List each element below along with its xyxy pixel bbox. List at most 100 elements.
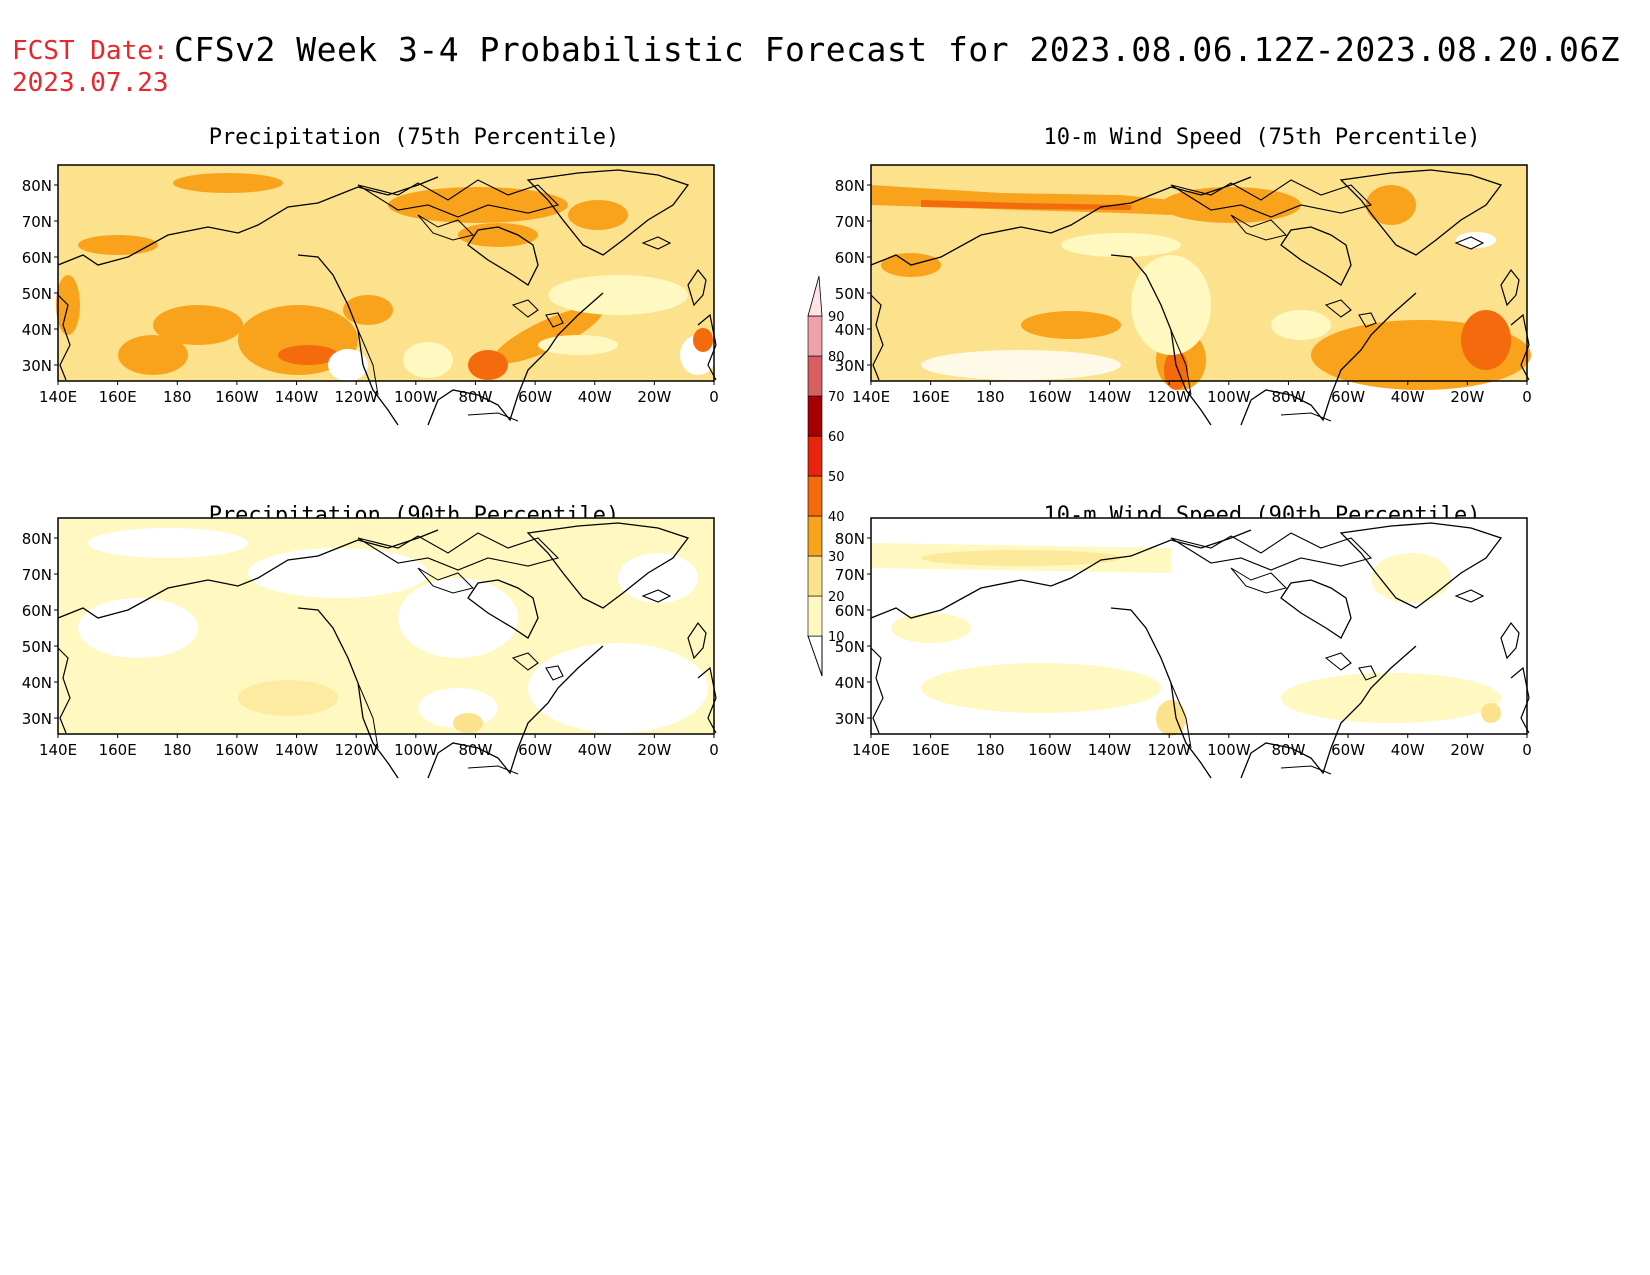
lon-tick-label: 140E <box>852 388 890 406</box>
lat-tick-label: 40N <box>835 321 865 339</box>
colorbar-label: 60 <box>828 430 845 445</box>
lon-tick-label: 140E <box>852 741 890 759</box>
colorbar-label: 70 <box>828 390 845 405</box>
lon-tick-label: 160E <box>912 388 950 406</box>
lat-tick-label: 70N <box>835 213 865 231</box>
lon-tick-label: 80W <box>458 388 492 406</box>
lon-tick-label: 160E <box>99 388 137 406</box>
panel-title-wind-75: 10-m Wind Speed (75th Percentile) <box>1043 125 1481 150</box>
panel-title-precip-75: Precipitation (75th Percentile) <box>208 125 620 150</box>
lat-tick-label: 80N <box>22 530 52 548</box>
lon-tick-label: 80W <box>1271 741 1305 759</box>
lon-tick-label: 180 <box>163 741 192 759</box>
lat-tick-label: 80N <box>835 177 865 195</box>
lat-tick-label: 40N <box>835 674 865 692</box>
lon-tick-label: 40W <box>1391 388 1425 406</box>
lon-tick-label: 40W <box>578 388 612 406</box>
lon-tick-label: 60W <box>1331 388 1365 406</box>
lat-tick-label: 60N <box>22 249 52 267</box>
lon-tick-label: 20W <box>1450 388 1484 406</box>
lon-tick-label: 140W <box>275 741 319 759</box>
lat-tick-label: 60N <box>22 602 52 620</box>
lat-tick-label: 80N <box>22 177 52 195</box>
lon-tick-label: 100W <box>394 741 438 759</box>
lon-tick-label: 140W <box>275 388 319 406</box>
lon-tick-label: 140W <box>1088 388 1132 406</box>
lon-tick-label: 120W <box>334 388 378 406</box>
lon-tick-label: 160E <box>99 741 137 759</box>
colorbar-label: 80 <box>828 350 845 365</box>
lat-tick-label: 70N <box>22 213 52 231</box>
lat-tick-label: 60N <box>835 249 865 267</box>
lon-tick-label: 120W <box>1147 388 1191 406</box>
lon-tick-label: 20W <box>637 388 671 406</box>
main-title: CFSv2 Week 3-4 Probabilistic Forecast fo… <box>174 30 1621 69</box>
lat-tick-label: 50N <box>835 638 865 656</box>
lat-tick-label: 30N <box>835 710 865 728</box>
colorbar-label: 10 <box>828 630 845 645</box>
lon-tick-label: 160W <box>1028 741 1072 759</box>
colorbar-segment <box>807 395 823 437</box>
lon-tick-label: 40W <box>1391 741 1425 759</box>
map-wind-75 <box>870 164 1531 426</box>
lat-tick-label: 30N <box>22 357 52 375</box>
colorbar-label: 20 <box>828 590 845 605</box>
lon-tick-label: 0 <box>709 388 719 406</box>
lon-tick-label: 160W <box>215 388 259 406</box>
lon-tick-label: 100W <box>1207 388 1251 406</box>
colorbar-segment <box>807 315 823 357</box>
lon-tick-label: 60W <box>1331 741 1365 759</box>
colorbar-label: 90 <box>828 310 845 325</box>
lon-tick-label: 140W <box>1088 741 1132 759</box>
map-precip-75 <box>56 164 717 426</box>
lon-tick-label: 100W <box>1207 741 1251 759</box>
lat-tick-label: 50N <box>835 285 865 303</box>
lon-tick-label: 100W <box>394 388 438 406</box>
lon-tick-label: 180 <box>976 741 1005 759</box>
colorbar-segment <box>807 475 823 517</box>
colorbar-low-triangle <box>807 635 823 677</box>
map-precip-90 <box>57 517 717 779</box>
lon-tick-label: 140E <box>39 741 77 759</box>
lon-tick-label: 0 <box>1522 388 1532 406</box>
lon-tick-label: 20W <box>637 741 671 759</box>
colorbar-label: 30 <box>828 550 845 565</box>
lat-tick-label: 70N <box>835 566 865 584</box>
lon-tick-label: 180 <box>163 388 192 406</box>
lon-tick-label: 60W <box>518 741 552 759</box>
lon-tick-label: 180 <box>976 388 1005 406</box>
lat-tick-label: 30N <box>835 357 865 375</box>
lon-tick-label: 0 <box>709 741 719 759</box>
lat-tick-label: 60N <box>835 602 865 620</box>
lat-tick-label: 50N <box>22 285 52 303</box>
lat-tick-label: 40N <box>22 674 52 692</box>
map-wind-90 <box>870 517 1530 779</box>
lat-tick-label: 80N <box>835 530 865 548</box>
colorbar-segment <box>807 515 823 557</box>
lat-tick-label: 70N <box>22 566 52 584</box>
lon-tick-label: 120W <box>334 741 378 759</box>
lon-tick-label: 80W <box>1271 388 1305 406</box>
lon-tick-label: 60W <box>518 388 552 406</box>
lon-tick-label: 20W <box>1450 741 1484 759</box>
colorbar: 10 20 30 40 50 60 70 80 90 <box>807 275 845 677</box>
lon-tick-label: 140E <box>39 388 77 406</box>
lon-tick-label: 160W <box>1028 388 1072 406</box>
lon-tick-label: 120W <box>1147 741 1191 759</box>
colorbar-segment <box>807 595 823 637</box>
lon-tick-label: 0 <box>1522 741 1532 759</box>
lat-tick-label: 50N <box>22 638 52 656</box>
lat-tick-label: 30N <box>22 710 52 728</box>
colorbar-segment <box>807 435 823 477</box>
colorbar-segment <box>807 355 823 397</box>
fcst-label: FCST Date: <box>12 36 169 66</box>
colorbar-high-triangle <box>807 275 823 317</box>
lon-tick-label: 160E <box>912 741 950 759</box>
lon-tick-label: 160W <box>215 741 259 759</box>
colorbar-label: 40 <box>828 510 845 525</box>
fcst-date: 2023.07.23 <box>12 68 169 98</box>
lon-tick-label: 80W <box>458 741 492 759</box>
lat-tick-label: 40N <box>22 321 52 339</box>
lon-tick-label: 40W <box>578 741 612 759</box>
